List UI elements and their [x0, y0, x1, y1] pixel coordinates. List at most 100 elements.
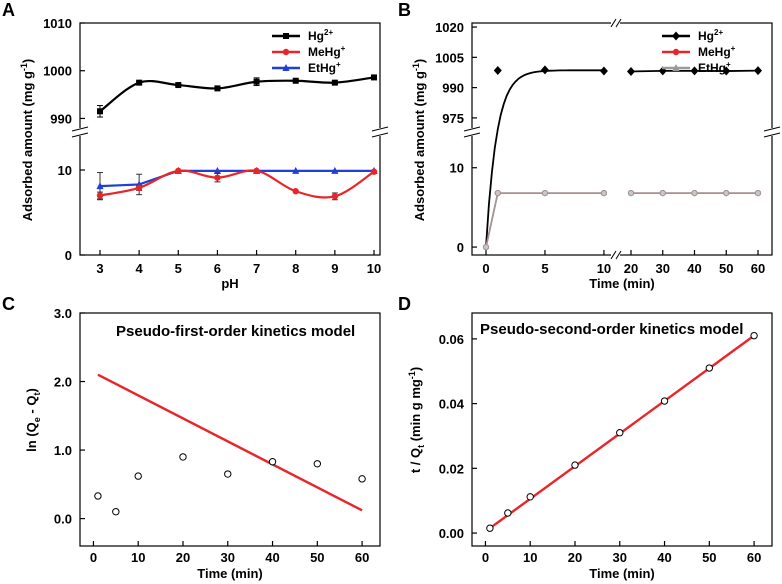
- data-point: [253, 167, 260, 175]
- data-point: [112, 508, 120, 516]
- data-point: [486, 524, 494, 532]
- panel-d-title: Pseudo-second-order kinetics model: [480, 321, 743, 338]
- legend-entry-hg: Hg2+: [272, 28, 333, 43]
- legend-entry-ethg: EtHg+: [662, 60, 731, 75]
- y-tick-label: 3.0: [54, 306, 72, 321]
- y-tick-label: 990: [442, 81, 464, 96]
- panel-a-ylabel: Adsorbed amount (mg g-1): [19, 59, 35, 222]
- y-tick-label: 990: [50, 111, 72, 126]
- data-point: [627, 190, 635, 197]
- data-point: [313, 460, 322, 468]
- x-tick-label: 40: [265, 550, 279, 565]
- x-tick-label: 0: [482, 261, 489, 276]
- data-point: [134, 472, 142, 480]
- y-tick-label: 1000: [43, 64, 72, 79]
- x-tick-label: 10: [597, 261, 611, 276]
- data-point: [331, 79, 338, 86]
- data-point: [660, 397, 669, 405]
- data-point: [136, 79, 143, 86]
- data-point: [723, 190, 730, 197]
- data-point: [493, 65, 502, 75]
- panel-b-xbreak-bottom: [611, 251, 620, 259]
- panel-a-axis-break-right: [372, 128, 388, 136]
- data-point: [94, 492, 102, 500]
- x-tick-label: 20: [568, 550, 582, 565]
- data-point: [175, 82, 182, 89]
- x-tick-label: 7: [253, 261, 260, 276]
- data-point: [541, 190, 549, 197]
- data-point: [750, 331, 758, 340]
- y-tick-label: 1.0: [54, 443, 72, 458]
- data-point: [331, 193, 339, 200]
- series-mehg: [96, 167, 378, 201]
- series-line: [99, 169, 375, 199]
- y-tick-label: 0: [65, 248, 72, 263]
- panel-d: Pseudo-second-order kinetics model Time …: [407, 312, 773, 581]
- panel-b-frame: [471, 22, 773, 256]
- x-tick-label: 5: [175, 261, 182, 276]
- data-point: [292, 166, 300, 174]
- data-point: [253, 78, 260, 85]
- legend-marker: [282, 64, 290, 71]
- x-tick-label: 50: [702, 550, 716, 565]
- legend-label: EtHg+: [698, 60, 731, 75]
- series-line: [485, 192, 604, 248]
- x-tick-label: 60: [751, 261, 765, 276]
- x-tick-label: 30: [221, 550, 235, 565]
- legend-marker: [672, 31, 680, 41]
- data-point: [214, 174, 221, 181]
- data-point: [754, 66, 762, 76]
- panel-a: pH Adsorbed amount (mg g-1) 3 4 5 6 7 8 9 10 990…: [19, 16, 389, 291]
- data-point: [540, 65, 549, 75]
- data-point: [659, 190, 666, 197]
- legend-marker: [283, 33, 289, 39]
- x-tick-label: 0: [482, 550, 489, 565]
- x-tick-label: 50: [719, 261, 733, 276]
- series-hg: [485, 65, 762, 248]
- x-tick-label: 30: [613, 550, 627, 565]
- data-point: [96, 182, 104, 190]
- y-tick-label: 975: [442, 111, 464, 126]
- x-tick-label: 10: [367, 261, 381, 276]
- y-tick-label: 0.0: [54, 512, 72, 527]
- legend-marker: [282, 48, 290, 56]
- panel-a-frame: [79, 22, 381, 256]
- data-point: [224, 470, 232, 478]
- data-point: [722, 66, 731, 76]
- legend-entry-mehg: MeHg+: [662, 44, 736, 59]
- data-point: [627, 66, 635, 76]
- legend-label: EtHg+: [308, 60, 341, 75]
- series-line: [485, 69, 604, 248]
- data-point: [370, 168, 378, 175]
- panel-c: Pseudo-first-order kinetics model Time (…: [24, 306, 381, 581]
- y-tick-label: 0.04: [439, 397, 465, 412]
- data-point: [616, 429, 624, 437]
- data-point: [358, 475, 366, 483]
- x-tick-label: 8: [292, 261, 299, 276]
- x-tick-label: 10: [523, 550, 537, 565]
- data-point: [96, 192, 104, 199]
- y-tick-label: 1005: [435, 50, 464, 65]
- panel-c-frame: [79, 312, 381, 547]
- panel-c-xlabel: Time (min): [197, 566, 263, 581]
- data-point: [571, 461, 579, 469]
- data-point: [754, 190, 762, 197]
- fit-line: [97, 373, 363, 512]
- y-tick-label: 0.02: [439, 461, 464, 476]
- x-tick-label: 40: [687, 261, 701, 276]
- data-point: [599, 66, 608, 76]
- x-tick-label: 4: [136, 261, 144, 276]
- x-tick-label: 30: [656, 261, 670, 276]
- data-point: [179, 453, 187, 461]
- panel-b-xbreak-top: [611, 19, 620, 27]
- data-point: [268, 458, 277, 466]
- panel-b-axis-break-left: [464, 128, 480, 136]
- data-point: [97, 108, 103, 115]
- x-tick-label: 5: [541, 261, 548, 276]
- data-point: [494, 190, 501, 197]
- y-tick-label: 2.0: [54, 375, 72, 390]
- y-tick-label: 0: [457, 240, 464, 255]
- legend-entry-ethg: EtHg+: [272, 60, 341, 75]
- legend-label: MeHg+: [308, 44, 346, 59]
